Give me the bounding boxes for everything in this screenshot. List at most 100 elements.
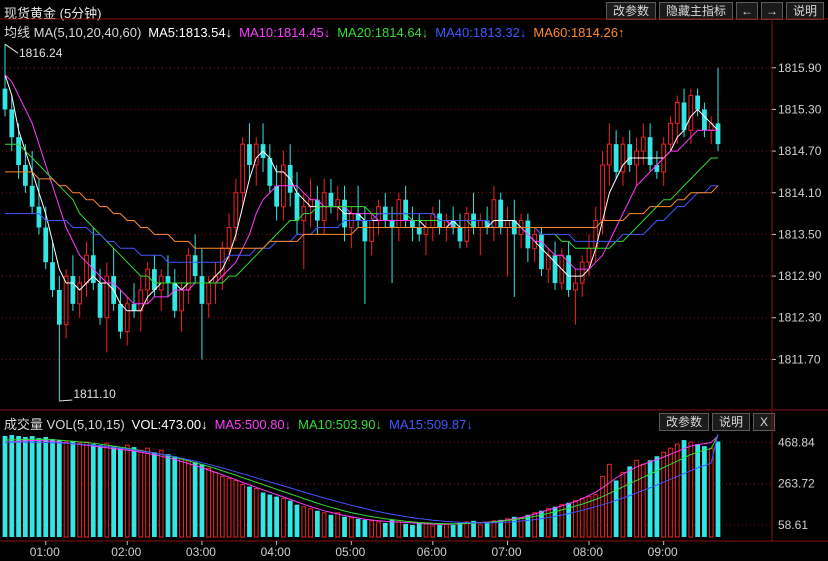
candle-body [389,220,395,228]
candle-body [695,95,701,110]
volume-bar [342,516,347,537]
ma-legend-label: 均线 MA(5,10,20,40,60) [4,25,142,40]
candle-body [600,164,605,222]
candle-body [253,143,259,166]
volume-bar [192,462,198,537]
volume-bar [179,457,184,538]
volume-bar [511,516,517,537]
candle-body [539,234,544,270]
candle-body [715,123,721,145]
vol-ma10-value: MA10:503.90↓ [298,417,383,432]
candle-body [145,268,150,291]
candle-body [688,95,694,131]
volume-bar [321,512,327,538]
candle-body [627,144,633,165]
volume-bar [50,439,55,537]
volume-bar [111,446,117,537]
volume-bar [29,436,35,537]
volume-bar [172,456,178,537]
time-tick-label: 02:00 [111,545,141,559]
volume-bar [606,463,612,538]
time-tick-label: 06:00 [417,545,447,559]
candle-body [498,199,504,228]
volume-bar [471,520,476,537]
volume-tick-label: 58.61 [778,518,808,532]
price-tick-label: 1812.90 [778,269,822,283]
candle-body [294,192,300,221]
volume-bar [22,437,28,537]
price-tick-label: 1814.10 [778,186,822,200]
candle-body [620,143,626,173]
candle-body [240,143,246,194]
vol-ma15-value: MA15:509.87↓ [389,417,473,432]
vol-help-button[interactable]: 说明 [711,413,750,431]
vol-close-icon[interactable]: X [753,413,775,431]
volume-bar [118,448,123,537]
candle-body [369,220,375,242]
ma10-value: MA10:1814.45↓ [239,25,331,40]
candle-body [484,220,490,228]
volume-bar [634,459,639,538]
time-tick-label: 01:00 [30,545,60,559]
candle-body [505,220,510,228]
volume-bar [702,446,707,537]
volume-bar [464,521,470,538]
candle-body [22,164,28,186]
volume-tick-label: 468.84 [778,435,815,449]
volume-bar [219,475,225,538]
candle-body [586,247,592,263]
volume-bar [668,447,673,538]
time-tick-label: 05:00 [335,545,365,559]
time-tick-label: 03:00 [186,545,216,559]
candle-body [56,289,62,325]
volume-bar [688,441,694,538]
high-price-label: 1816.24 [19,46,63,60]
volume-bar [199,464,205,537]
volume-bar [301,506,307,538]
candle-body [36,206,42,228]
price-tick-label: 1812.30 [778,311,822,325]
candle-body [233,192,239,228]
volume-bar [226,477,232,538]
candle-body [43,227,49,263]
volume-ma15-line [5,433,719,524]
price-ma60-line [5,171,719,249]
candle-body [70,276,76,304]
candle-body [152,269,157,290]
volume-bar [165,454,171,537]
volume-bar [70,441,76,537]
volume-bar [613,480,619,537]
candle-body [226,226,232,249]
candle-body [328,192,334,207]
volume-bar [355,518,361,537]
volume-ma10-line [4,434,719,525]
volume-bar [647,460,653,537]
candle-body [450,220,456,228]
volume-bar [267,494,273,537]
time-tick-label: 07:00 [491,545,521,559]
volume-bar [403,523,409,537]
candle-body [416,227,422,235]
candle-body [640,136,646,152]
volume-bar [36,438,42,537]
candle-body [355,213,361,221]
time-tick-label: 09:00 [648,545,678,559]
vol-edit-params-button[interactable]: 改参数 [658,413,709,431]
volume-bar [640,463,646,538]
price-ma20-line [5,143,718,284]
volume-bar [287,500,293,537]
volume-bar [131,447,137,537]
volume-bar [84,441,89,538]
volume-bar [573,500,578,538]
price-tick-label: 1815.90 [778,61,822,75]
volume-bar [152,452,157,537]
candle-body [668,122,673,145]
volume-bar [450,524,456,537]
candle-body [84,254,89,284]
volume-bar [382,522,388,537]
volume-bar [600,475,605,538]
volume-bar [423,523,429,538]
volume-bar [260,492,266,537]
volume-bar [444,523,449,538]
